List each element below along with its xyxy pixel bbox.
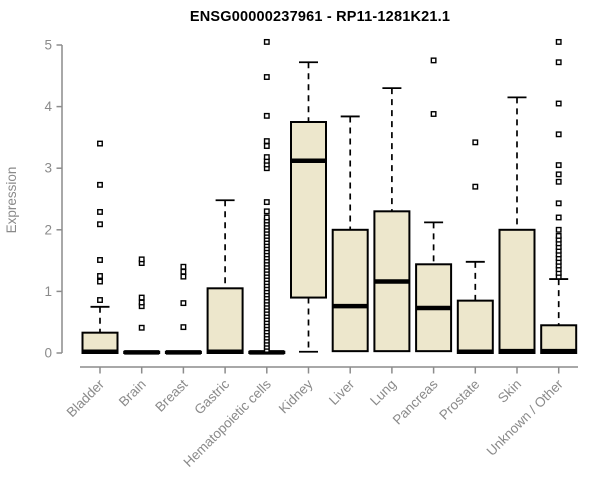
outlier-point — [472, 183, 479, 190]
box-kidney — [290, 61, 327, 353]
outlier-point — [430, 57, 437, 64]
outlier-point — [555, 178, 562, 185]
outlier-point — [555, 59, 562, 66]
x-tick-label-liver: Liver — [326, 376, 358, 408]
outlier-point — [263, 208, 270, 215]
x-tick-label-lung: Lung — [367, 377, 399, 409]
outlier-point — [138, 299, 145, 306]
box-gastric — [206, 199, 244, 355]
x-tick-label-pancreas: Pancreas — [390, 376, 441, 427]
iqr-box — [331, 228, 369, 353]
box-lung — [373, 87, 411, 353]
y-tick-label: 1 — [44, 284, 52, 299]
x-tick-label-breast: Breast — [152, 376, 190, 414]
outlier-point — [263, 112, 270, 119]
outlier-point — [138, 256, 145, 263]
outlier-point — [138, 294, 145, 301]
outlier-point — [263, 74, 270, 80]
x-tick-label-bladder: Bladder — [64, 376, 108, 420]
iqr-box — [456, 299, 494, 355]
outlier-point — [97, 297, 103, 303]
iqr-box — [540, 324, 578, 354]
box-pancreas — [415, 57, 453, 353]
outlier-point — [263, 214, 270, 221]
outlier-point — [555, 100, 562, 107]
outlier-point — [555, 131, 562, 138]
outlier-point — [263, 154, 270, 161]
box-liver — [331, 115, 369, 353]
iqr-box — [498, 228, 536, 354]
outlier-point — [97, 140, 103, 147]
outlier-point — [180, 324, 187, 331]
outlier-point — [97, 181, 103, 188]
box-bladder — [81, 140, 119, 355]
outlier-point — [138, 324, 145, 331]
outlier-point — [555, 233, 562, 239]
iqr-box — [206, 287, 244, 355]
x-tick-label-unknown-other: Unknown / Other — [484, 376, 567, 459]
outlier-point — [472, 139, 479, 146]
outlier-point — [430, 111, 437, 117]
y-tick-label: 5 — [44, 38, 52, 53]
outlier-point — [555, 38, 562, 45]
outlier-point — [263, 38, 270, 45]
outlier-point — [555, 214, 562, 221]
outlier-point — [263, 138, 270, 145]
outlier-point — [555, 226, 562, 233]
x-tick-label-gastric: Gastric — [191, 376, 232, 417]
y-tick-label: 2 — [44, 222, 52, 237]
outlier-point — [97, 273, 103, 279]
outlier-point — [555, 162, 562, 169]
outlier-point — [555, 200, 562, 207]
chart-title: ENSG00000237961 - RP11-1281K21.1 — [189, 9, 451, 25]
x-tick-label-kidney: Kidney — [276, 376, 316, 416]
outlier-point — [263, 199, 270, 206]
outlier-point — [180, 300, 187, 307]
outlier-point — [180, 268, 187, 275]
x-tick-label-skin: Skin — [495, 377, 524, 406]
outlier-point — [97, 278, 103, 285]
box-hematopoietic-cells — [248, 38, 286, 355]
y-tick-label: 4 — [44, 99, 52, 114]
x-tick-label-prostate: Prostate — [436, 377, 482, 423]
x-tick-label-brain: Brain — [116, 377, 149, 410]
iqr-box — [290, 121, 327, 299]
y-tick-label: 0 — [44, 346, 52, 361]
outlier-point — [180, 273, 187, 280]
box-prostate — [456, 139, 494, 355]
box-brain — [123, 256, 161, 355]
outlier-point — [97, 208, 103, 215]
box-unknown-other — [540, 38, 578, 354]
outlier-point — [97, 221, 103, 228]
outlier-point — [180, 263, 187, 270]
box-breast — [164, 263, 202, 355]
outlier-point — [263, 143, 270, 149]
y-tick-label: 3 — [44, 161, 52, 176]
outlier-point — [97, 257, 103, 263]
outlier-point — [555, 171, 562, 178]
box-skin — [498, 96, 536, 354]
